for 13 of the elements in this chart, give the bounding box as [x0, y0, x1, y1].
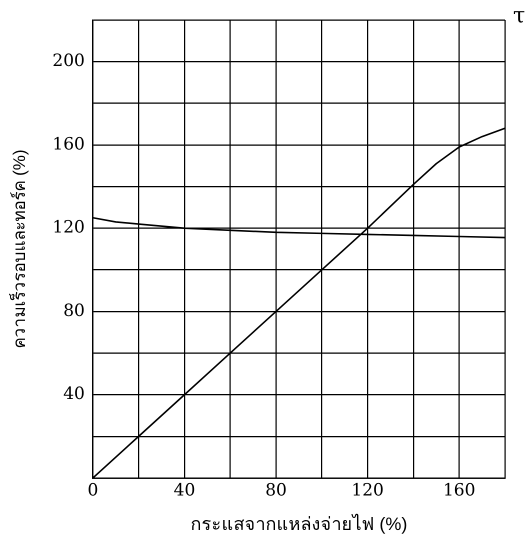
y-tick-label: 200	[52, 51, 85, 72]
y-axis-title: ความเร็วรอบและทอร์ค (%)	[8, 149, 29, 349]
y-tick-label: 120	[52, 218, 85, 238]
text: τ	[513, 4, 526, 29]
x-tick-label: 80	[265, 480, 287, 501]
x-tick-label: 40	[174, 480, 196, 501]
y-tick-label: 160	[52, 134, 85, 154]
y-tick-label: 80	[63, 300, 85, 321]
x-tick-label: 160	[442, 480, 476, 501]
x-tick-label: 120	[351, 480, 384, 501]
y-tick-label: 40	[63, 384, 85, 404]
x-tick-label: 0	[87, 480, 98, 501]
x-axis-title: กระแสจากแหล่งจ่ายไฟ (%)	[190, 513, 408, 534]
